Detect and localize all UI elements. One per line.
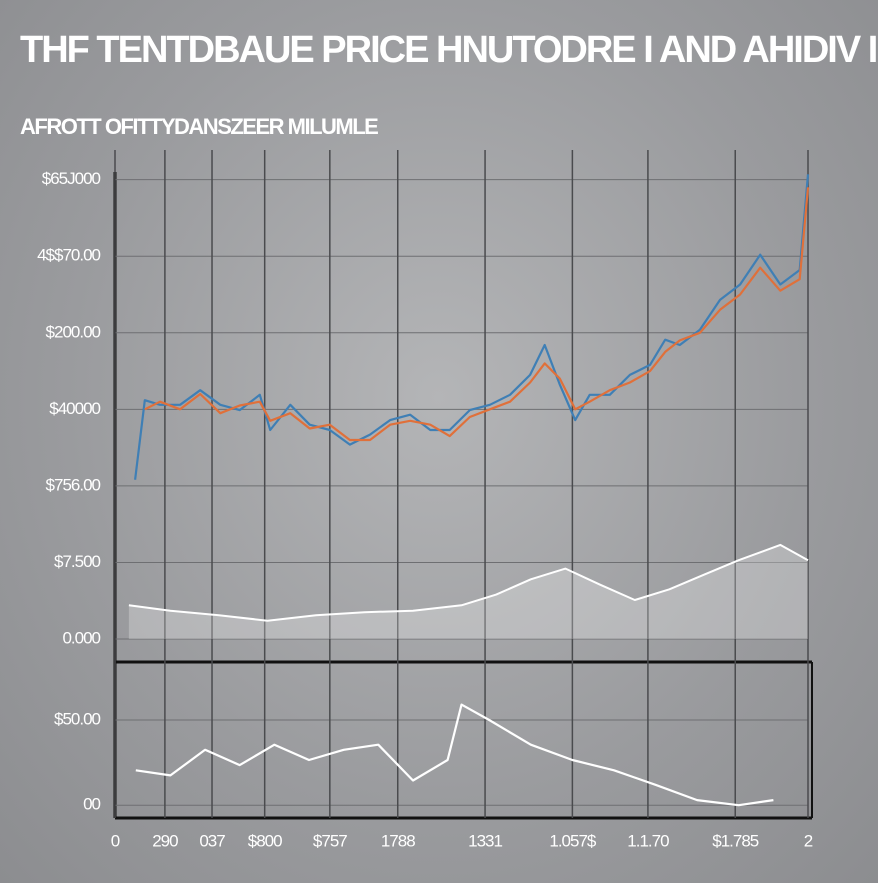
chart-title: THF TENTDBAUE PRICE HNUTODRE I AND AHIDI… — [20, 29, 878, 71]
y-tick-label: 00 — [83, 795, 100, 814]
y-tick-label: $200.00 — [46, 322, 101, 341]
x-tick-label: 1.057$ — [549, 831, 597, 850]
volume-line — [128, 543, 809, 622]
x-tick-label: $800 — [248, 831, 282, 850]
x-tick-label: $1.785 — [712, 831, 759, 850]
x-tick-label: 1.1.70 — [627, 831, 669, 850]
x-tick-label: 1788 — [381, 831, 415, 850]
x-tick-label: 2 — [804, 831, 813, 850]
y-tick-label: $7.500 — [54, 552, 101, 571]
y-tick-label: $65J000 — [42, 169, 101, 188]
x-tick-label: 290 — [152, 831, 178, 850]
chart-subtitle: AFROTT OFITTYDANSZEER MILUMLE — [20, 114, 378, 139]
price-line — [144, 187, 810, 442]
price-line — [135, 703, 774, 807]
x-tick-label: 0 — [111, 831, 120, 850]
y-tick-label: $50.00 — [54, 709, 101, 728]
volume-area — [128, 544, 809, 640]
x-tick-label: 037 — [199, 831, 225, 850]
y-tick-label: 4$$70.00 — [37, 246, 100, 265]
price-line — [134, 174, 810, 480]
x-tick-label: $757 — [313, 831, 347, 850]
x-tick-label: 1331 — [468, 831, 502, 850]
y-tick-label: 0.000 — [62, 629, 100, 648]
y-tick-label: $756.00 — [46, 475, 101, 494]
y-tick-label: $40000 — [49, 399, 100, 418]
